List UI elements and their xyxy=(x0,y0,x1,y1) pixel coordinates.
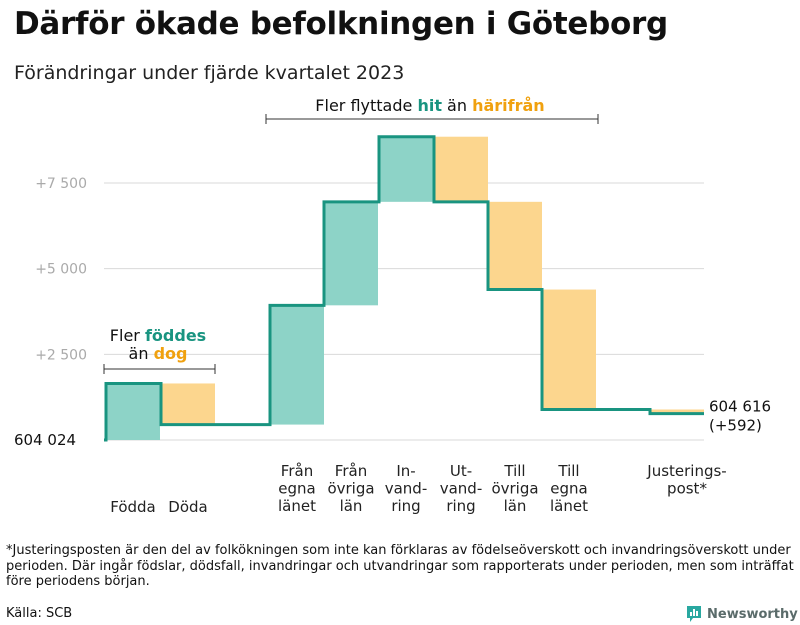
chart-title: Därför ökade befolkningen i Göteborg xyxy=(14,6,668,42)
annotation-births-line2: än dog xyxy=(129,344,188,363)
newsworthy-logo[interactable]: Newsworthy xyxy=(686,604,798,624)
waterfall-bar xyxy=(379,136,433,202)
category-label: Till egna länet xyxy=(550,462,588,515)
start-value-label: 604 024 xyxy=(14,431,76,449)
footnote: *Justeringsposten är den del av folkökni… xyxy=(6,543,794,589)
waterfall-bar xyxy=(161,383,215,425)
logo-text: Newsworthy xyxy=(707,606,798,622)
annotation-births-line1: Fler föddes xyxy=(110,326,206,345)
end-change-label: (+592) xyxy=(709,417,762,435)
y-tick-label: +5 000 xyxy=(35,262,87,278)
chart-bars-icon xyxy=(687,606,701,622)
waterfall-bar xyxy=(434,136,488,202)
annotation-moves: Fler flyttade hit än härifrån xyxy=(315,96,544,115)
waterfall-bar xyxy=(542,289,596,410)
category-label: Ut-vand-ring xyxy=(440,462,483,515)
waterfall-bar xyxy=(324,201,378,306)
cumulative-step-line xyxy=(104,135,704,442)
waterfall-bar xyxy=(650,409,704,414)
category-label: Födda xyxy=(110,498,156,516)
category-label: Från övriga län xyxy=(327,462,374,515)
waterfall-bar xyxy=(270,305,324,425)
y-tick-label: +2 500 xyxy=(35,347,87,363)
category-label: Från egna länet xyxy=(278,462,316,515)
chart-subtitle: Förändringar under fjärde kvartalet 2023 xyxy=(14,62,405,84)
category-label: In-vand-ring xyxy=(385,462,428,515)
waterfall-bar xyxy=(488,201,542,290)
source-label: Källa: SCB xyxy=(6,606,73,621)
waterfall-chart: +2 500 +5 000 +7 500 Födda Döda Från egna länet… xyxy=(14,96,771,516)
category-label: Till övriga län xyxy=(491,462,538,515)
y-tick-label: +7 500 xyxy=(35,176,87,192)
waterfall-bar xyxy=(106,383,160,440)
category-label: Justerings-post* xyxy=(646,462,726,498)
end-value-label: 604 616 xyxy=(709,398,771,416)
category-label: Döda xyxy=(168,498,207,516)
